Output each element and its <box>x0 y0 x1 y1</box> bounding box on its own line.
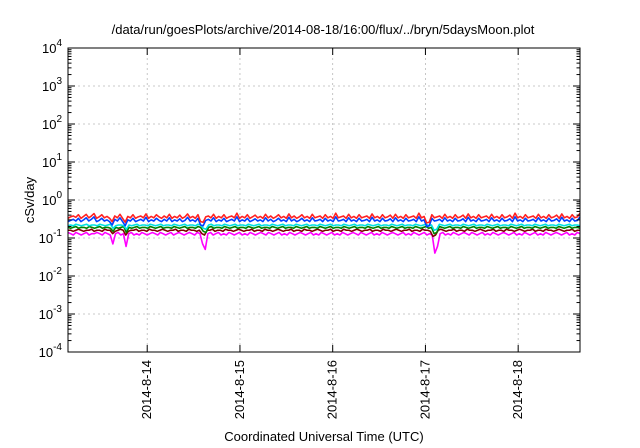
series-layer <box>67 212 581 254</box>
y-tick-exponent: 0 <box>56 190 62 201</box>
series-line <box>67 231 581 254</box>
y-tick-exponent: 3 <box>56 76 62 87</box>
series-line <box>67 212 581 224</box>
y-tick-base: 10 <box>42 155 56 170</box>
series-line <box>67 216 581 228</box>
y-tick-label: 10-1 <box>39 228 63 246</box>
y-tick-exponent: -1 <box>53 228 62 239</box>
x-tick-labels: 2014-8-14 2014-8-15 2014-8-16 2014-8-17 2014… <box>139 360 525 419</box>
y-tick-label: 100 <box>42 190 62 208</box>
y-tick-exponent: 2 <box>56 114 62 125</box>
y-tick-exponent: 1 <box>56 152 62 163</box>
x-tick-label: 2014-8-15 <box>232 360 247 419</box>
y-tick-label: 102 <box>42 114 62 132</box>
axis-ticks <box>68 47 580 353</box>
y-tick-base: 10 <box>42 117 56 132</box>
y-tick-base: 10 <box>42 193 56 208</box>
y-axis-title: cSv/day <box>22 176 37 223</box>
series-line <box>67 223 581 232</box>
x-tick-label: 2014-8-17 <box>417 360 432 419</box>
series-line <box>67 225 581 235</box>
x-tick-label: 2014-8-18 <box>510 360 525 419</box>
y-tick-label: 103 <box>42 76 62 94</box>
y-tick-label: 10-4 <box>39 342 63 360</box>
y-tick-label: 10-3 <box>39 304 63 322</box>
chart-title: /data/run/goesPlots/archive/2014-08-18/1… <box>112 22 535 37</box>
y-tick-base: 10 <box>42 79 56 94</box>
y-tick-label: 101 <box>42 152 62 170</box>
y-tick-exponent: -2 <box>53 266 62 277</box>
y-tick-base: 10 <box>39 231 53 246</box>
y-tick-base: 10 <box>42 41 56 56</box>
y-tick-exponent: -4 <box>53 342 62 353</box>
x-axis-title: Coordinated Universal Time (UTC) <box>224 429 423 444</box>
x-tick-label: 2014-8-14 <box>139 360 154 419</box>
x-tick-label: 2014-8-16 <box>325 360 340 419</box>
grid <box>68 48 580 352</box>
y-tick-base: 10 <box>39 269 53 284</box>
y-tick-label: 10-2 <box>39 266 63 284</box>
y-tick-base: 10 <box>39 307 53 322</box>
y-tick-label: 104 <box>42 38 62 56</box>
y-tick-exponent: 4 <box>56 38 62 49</box>
y-tick-base: 10 <box>39 345 53 360</box>
y-tick-exponent: -3 <box>53 304 62 315</box>
series-line <box>68 228 580 238</box>
